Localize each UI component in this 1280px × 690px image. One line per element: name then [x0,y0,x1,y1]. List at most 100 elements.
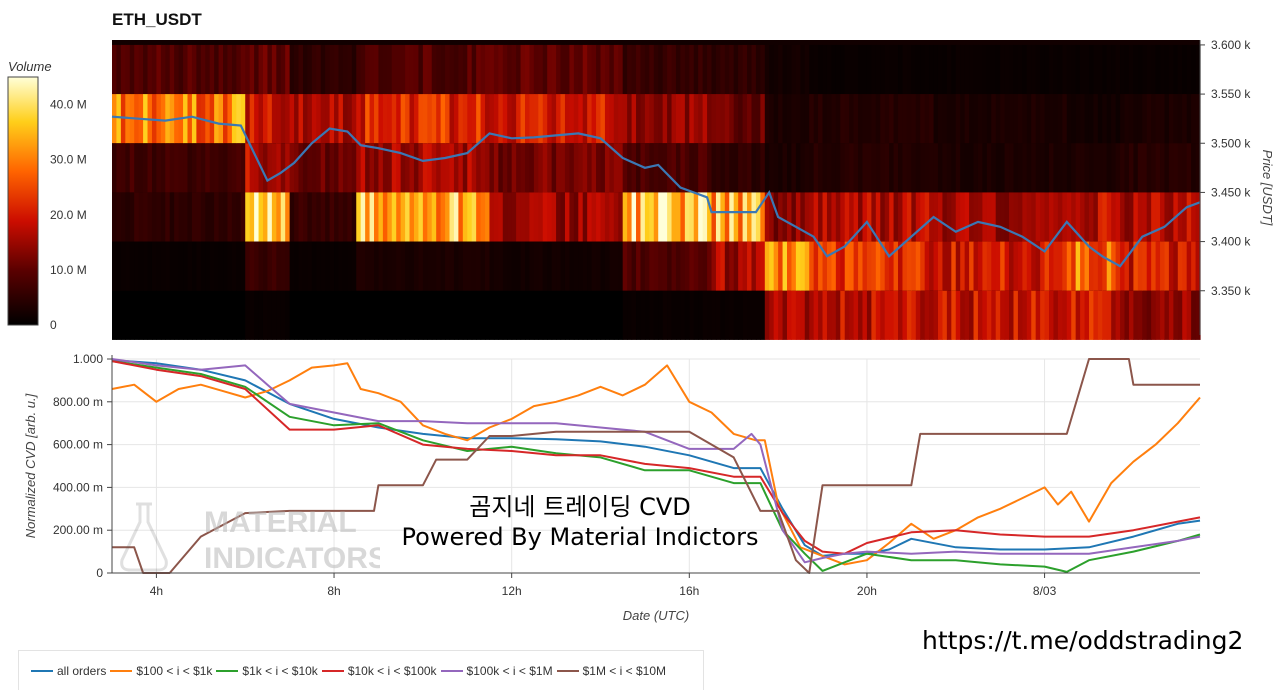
legend-item[interactable]: $100 < i < $1k [110,664,212,678]
legend-item[interactable]: $1k < i < $10k [216,664,318,678]
heatmap-cell [529,192,535,242]
heatmap-cell [813,44,819,95]
heatmap-cell [525,94,531,144]
heatmap-cell [529,143,535,193]
heatmap-cell [658,241,664,291]
heatmap-cell [800,290,806,340]
heatmap-cell [1022,241,1028,291]
heatmap-cell [356,290,362,340]
heatmap-cell [413,94,420,144]
heatmap-cell [702,241,708,291]
telegram-link[interactable]: https://t.me/oddstrading2 [922,626,1244,655]
heatmap-cell [564,192,570,242]
heatmap-cell [125,44,131,95]
heatmap-cell [209,241,215,291]
heatmap-cell [1031,44,1037,95]
heatmap-cell [644,290,650,340]
heatmap-cell [942,44,948,95]
heatmap-cell [698,290,704,340]
heatmap-cell [405,94,411,144]
heatmap-cell [280,143,286,193]
heatmap-cell [156,44,162,95]
heatmap-cell [1093,94,1099,144]
heatmap-cell [929,192,935,242]
heatmap-cell [720,94,726,144]
heatmap-cell [445,44,451,95]
heatmap-cell [729,290,735,340]
heatmap-cell [795,290,801,340]
heatmap-cell [1040,192,1046,242]
heatmap-cell [1164,241,1170,291]
heatmap-cell [453,241,459,291]
heatmap-cell [1137,192,1143,242]
heatmap-cell [351,241,357,291]
heatmap-cell [600,94,606,144]
heatmap-cell [893,290,899,340]
heatmap-cell [427,143,433,193]
heatmap-cell [516,94,522,144]
heatmap-cell [835,94,841,144]
heatmap-cell [302,192,308,242]
heatmap-cell [1053,44,1059,95]
legend-item[interactable]: $10k < i < $100k [321,664,437,678]
legend-item[interactable]: $1M < i < $10M [556,664,666,678]
heatmap-cell [733,241,739,291]
heatmap-cell [560,94,566,144]
heatmap-cell [578,94,584,144]
heatmap-cell [1097,44,1103,95]
heatmap-cell [644,192,650,242]
heatmap-cell [112,192,118,242]
legend-item[interactable]: all orders [31,664,106,678]
heatmap-cell [138,290,144,340]
heatmap-cell [1075,192,1081,242]
heatmap-cell [800,94,806,144]
heatmap-cell [1137,143,1143,193]
heatmap-cell [329,143,335,193]
heatmap-cell [525,290,531,340]
heatmap-cell [1120,192,1126,242]
heatmap-cell [249,241,255,291]
heatmap-cell [191,94,197,144]
heatmap-cell [1133,192,1139,242]
heatmap-cell [875,241,881,291]
heatmap-cell [1013,241,1019,291]
heatmap-cell [1053,241,1059,291]
heatmap-cell [1191,44,1197,95]
heatmap-cell [995,290,1001,340]
heatmap-cell [862,241,868,291]
heatmap-cell [325,44,331,95]
heatmap-cell [187,44,193,95]
heatmap-cell [627,94,633,144]
heatmap-cell [285,192,291,242]
heatmap-cell [840,143,846,193]
heatmap-cell [405,241,411,291]
heatmap-cell [440,290,446,340]
heatmap-cell [169,192,175,242]
heatmap-cell [458,290,464,340]
heatmap-cell [622,241,628,291]
heatmap-cell [129,241,135,291]
heatmap-cell [1120,290,1126,340]
heatmap-cell [955,94,961,144]
heatmap-cell [955,241,961,291]
heatmap-cell [680,143,686,193]
heatmap-cell [702,143,708,193]
heatmap-cell [1049,290,1055,340]
heatmap-cell [1111,241,1117,291]
heatmap-cell [778,44,784,95]
heatmap-cell [809,192,815,242]
legend-item[interactable]: $100k < i < $1M [440,664,553,678]
heatmap-cell [240,44,246,95]
heatmap-cell [920,192,926,242]
heatmap-cell [436,290,442,340]
heatmap-cell [729,143,735,193]
heatmap-cell [1151,290,1157,340]
heatmap-cell [680,44,686,95]
heatmap-cell [400,44,406,95]
heatmap-cell [294,143,300,193]
heatmap-cell [920,290,926,340]
heatmap-cell [809,94,815,144]
heatmap-cell [196,241,202,291]
heatmap-cell [151,94,158,144]
heatmap-cell [511,241,517,291]
